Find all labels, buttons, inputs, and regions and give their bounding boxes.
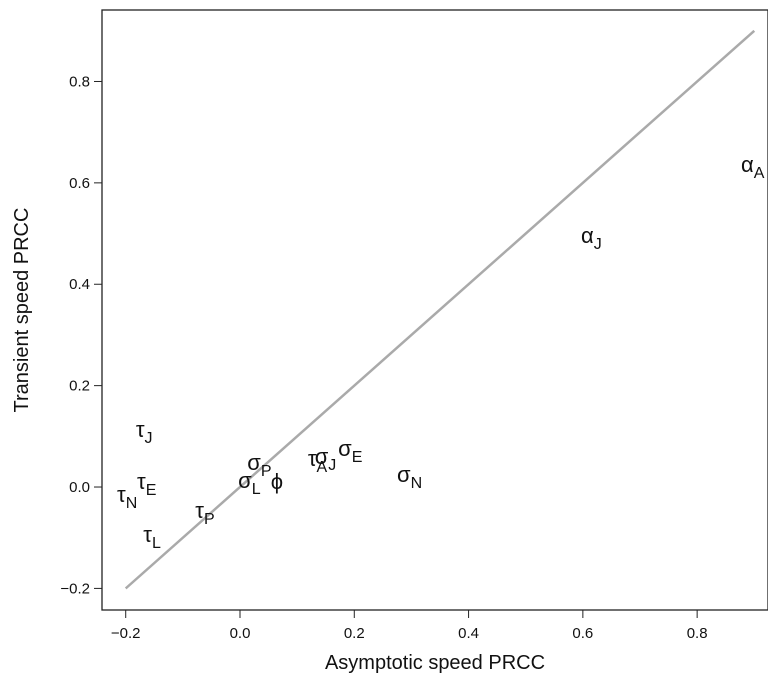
point-subscript: N <box>126 495 138 512</box>
y-axis-title: Transient speed PRCC <box>11 208 33 413</box>
point-subscript: E <box>146 482 157 499</box>
point-label: τA <box>308 446 328 476</box>
point-label: τL <box>143 522 161 552</box>
point-label: τJ <box>136 417 153 447</box>
point-subscript: L <box>252 481 261 498</box>
point-label: σP <box>247 450 271 480</box>
point-symbol: α <box>581 223 594 248</box>
point-label: σN <box>397 462 422 492</box>
point-subscript: L <box>152 535 161 552</box>
x-tick-label: 0.8 <box>687 625 708 642</box>
point-symbol: τ <box>136 417 145 442</box>
point-label: τE <box>137 469 156 499</box>
reference-line <box>124 29 756 590</box>
point-symbol: σ <box>238 468 252 493</box>
point-label: αJ <box>581 223 602 253</box>
x-tick-label: 0.6 <box>572 625 593 642</box>
point-label: ϕ <box>271 469 283 494</box>
point-symbol: σ <box>397 462 411 487</box>
point-subscript: A <box>317 459 328 476</box>
y-tick-label: 0.4 <box>69 276 90 293</box>
point-symbol: τ <box>137 469 146 494</box>
y-tick-label: 0.8 <box>69 73 90 90</box>
point-subscript: P <box>261 463 272 480</box>
point-symbol: α <box>741 152 754 177</box>
point-subscript: N <box>411 475 423 492</box>
y-tick-label: 0.6 <box>69 175 90 192</box>
point-subscript: A <box>754 165 765 182</box>
point-symbol: τ <box>143 522 152 547</box>
point-label: σE <box>338 436 362 466</box>
x-tick-label: 0.4 <box>458 625 479 642</box>
point-subscript: J <box>594 236 602 253</box>
point-label: σJ <box>315 444 337 474</box>
point-symbol: σ <box>338 436 352 461</box>
point-symbol: ϕ <box>271 469 283 494</box>
point-symbol: τ <box>308 446 317 471</box>
y-tick-label: 0.2 <box>69 378 90 395</box>
point-label: σL <box>238 468 261 498</box>
y-tick-label: −0.2 <box>60 580 90 597</box>
point-subscript: J <box>328 457 336 474</box>
point-symbol: σ <box>315 444 329 469</box>
x-tick-label: 0.0 <box>230 625 251 642</box>
x-axis-title: Asymptotic speed PRCC <box>325 652 545 674</box>
plot-frame <box>101 9 768 611</box>
point-label: τP <box>195 498 214 528</box>
x-tick-label: −0.2 <box>111 625 141 642</box>
point-subscript: J <box>145 430 153 447</box>
point-symbol: σ <box>247 450 261 475</box>
point-symbol: τ <box>195 498 204 523</box>
point-subscript: P <box>204 511 215 528</box>
point-label: τN <box>117 482 137 512</box>
x-tick-label: 0.2 <box>344 625 365 642</box>
point-label: αA <box>741 152 765 182</box>
point-symbol: τ <box>117 482 126 507</box>
point-subscript: E <box>352 449 363 466</box>
y-tick-label: 0.0 <box>69 479 90 496</box>
